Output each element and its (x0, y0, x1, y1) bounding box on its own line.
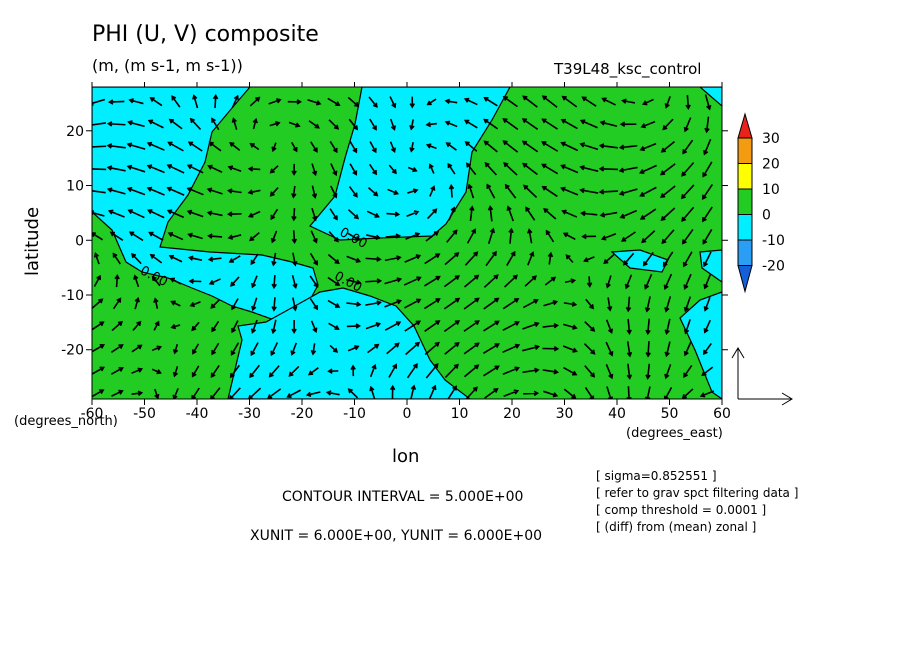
negative-regions (92, 87, 722, 399)
wind-vectors (92, 93, 715, 399)
vector-arrows (92, 93, 715, 399)
negative-region-central-north (309, 87, 511, 241)
x-tick-label: 20 (503, 406, 521, 422)
x-tick-label: 50 (661, 406, 679, 422)
x-axis-label: lon (392, 446, 420, 467)
chart-subtitle: (m, (m s-1, m s-1)) (92, 56, 243, 75)
unit-scale: XUNIT = 6.000E+00, YUNIT = 6.000E+00 (250, 528, 543, 544)
x-tick-label: -40 (186, 406, 209, 422)
colorbar-label: -10 (762, 233, 785, 249)
x-tick-label: 60 (713, 406, 731, 422)
x-tick-label: -50 (133, 406, 156, 422)
colorbar-label: 10 (762, 182, 780, 198)
x-tick-label: 10 (451, 406, 469, 422)
x-tick-label: -30 (238, 406, 261, 422)
negative-region-northeast (699, 87, 722, 107)
colorbar-band (737, 239, 753, 266)
x-axis: -60 -50 -40 -30 -20 -10 0 10 20 30 40 50 60 (81, 82, 731, 422)
y-axis-units: (degrees_north) (14, 414, 118, 429)
colorbar-label: -20 (762, 259, 785, 275)
y-tick-label: 0 (75, 233, 84, 249)
x-tick-label: 0 (403, 406, 412, 422)
x-tick-label: 40 (608, 406, 626, 422)
x-tick-label: -10 (343, 406, 366, 422)
colorbar-label: 0 (762, 208, 771, 224)
negative-region-southeast (679, 291, 722, 399)
colorbar: 30 20 10 0 -10 -20 (737, 112, 785, 294)
colorbar-band (737, 214, 753, 241)
x-tick-label: -60 (81, 406, 104, 422)
y-tick-label: -20 (61, 343, 84, 359)
chart-title: PHI (U, V) composite (92, 22, 319, 47)
x-tick-label: 30 (556, 406, 574, 422)
note-line: [ refer to grav spct filtering data ] (596, 486, 799, 500)
reference-vector (731, 347, 793, 406)
run-label: T39L48_ksc_control (554, 60, 702, 78)
y-axis: -20 -10 0 10 20 (61, 124, 728, 359)
y-tick-label: -10 (61, 288, 84, 304)
negative-region-east-edge (699, 249, 722, 283)
y-axis-label: latitude (22, 206, 43, 276)
contour-interval: CONTOUR INTERVAL = 5.000E+00 (282, 489, 524, 505)
colorbar-label: 20 (762, 157, 780, 173)
negative-region-south (227, 287, 471, 399)
note-line: [ (diff) from (mean) zonal ] (596, 520, 757, 534)
note-line: [ comp threshold = 0.0001 ] (596, 503, 767, 517)
colorbar-over (737, 112, 753, 139)
colorbar-band (737, 137, 753, 164)
colorbar-band (737, 188, 753, 215)
negative-region-northwest (92, 87, 319, 331)
y-tick-label: 20 (66, 124, 84, 140)
colorbar-under (737, 265, 753, 294)
colorbar-label: 30 (762, 131, 780, 147)
colorbar-band (737, 163, 753, 190)
x-axis-units: (degrees_east) (626, 426, 723, 441)
x-tick-label: -20 (291, 406, 314, 422)
note-line: [ sigma=0.852551 ] (596, 469, 717, 483)
y-tick-label: 10 (66, 179, 84, 195)
